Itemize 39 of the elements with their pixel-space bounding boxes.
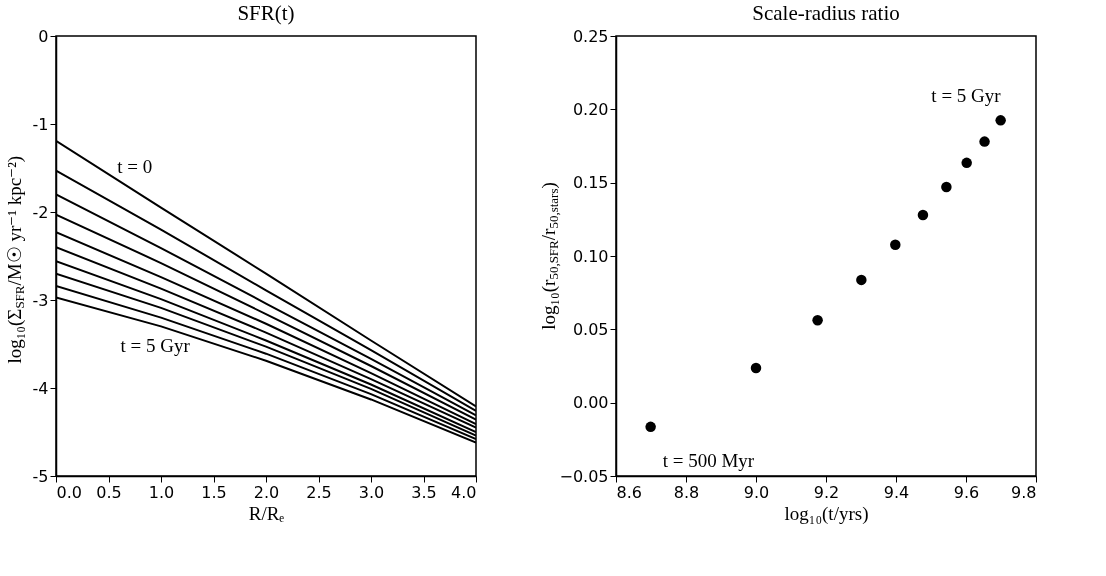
y-axis-title: log₁₀(ΣSFR/M☉ yr⁻¹ kpc⁻²) <box>4 155 28 364</box>
x-axis-title: R/Rₑ <box>248 502 285 524</box>
x-axis-title: log₁₀(t/yrs) <box>784 502 869 525</box>
x-tick-label: 0.5 <box>96 482 122 502</box>
x-tick-label: 8.8 <box>673 482 700 502</box>
y-tick-label: -5 <box>32 466 49 486</box>
y-tick-label: 0.00 <box>572 393 609 413</box>
x-tick-label: 1.0 <box>148 482 175 502</box>
annotation: t = 500 Myr <box>662 449 755 471</box>
y-tick-label: 0.05 <box>572 319 609 339</box>
x-tick-label: 9.0 <box>743 482 770 502</box>
annotation: t = 5 Gyr <box>931 85 1002 107</box>
y-tick-label: 0.15 <box>572 173 609 193</box>
y-tick-label: -2 <box>32 202 49 222</box>
x-tick-label: 3.5 <box>411 482 437 502</box>
y-tick-label: -4 <box>32 378 49 398</box>
x-tick-label: 1.5 <box>201 482 227 502</box>
x-tick-label: 9.2 <box>813 482 840 502</box>
chart-title: Scale-radius ratio <box>752 1 900 25</box>
x-tick-label: 4.0 <box>451 482 477 502</box>
x-tick-label: 9.6 <box>953 482 980 502</box>
y-tick-label: -3 <box>32 290 49 310</box>
annotation: t = 5 Gyr <box>120 335 191 357</box>
y-axis-title: log₁₀(r50,SFR/r50,stars) <box>537 182 561 330</box>
x-tick-label: 2.0 <box>253 482 280 502</box>
y-tick-label: 0.20 <box>572 99 609 119</box>
y-tick-label: 0 <box>38 26 49 46</box>
y-tick-label: 0.10 <box>572 246 609 266</box>
y-tick-label: −0.05 <box>559 466 609 486</box>
y-tick-label: -1 <box>32 114 49 134</box>
annotation: t = 0 <box>117 155 153 177</box>
x-tick-label: 9.4 <box>883 482 910 502</box>
chart-title: SFR(t) <box>237 1 295 25</box>
x-tick-label: 3.0 <box>358 482 385 502</box>
x-tick-label: 8.6 <box>616 482 642 502</box>
x-tick-label: 2.5 <box>306 482 332 502</box>
x-tick-label: 0.0 <box>56 482 82 502</box>
y-tick-label: 0.25 <box>572 26 609 46</box>
x-tick-label: 9.8 <box>1011 482 1037 502</box>
